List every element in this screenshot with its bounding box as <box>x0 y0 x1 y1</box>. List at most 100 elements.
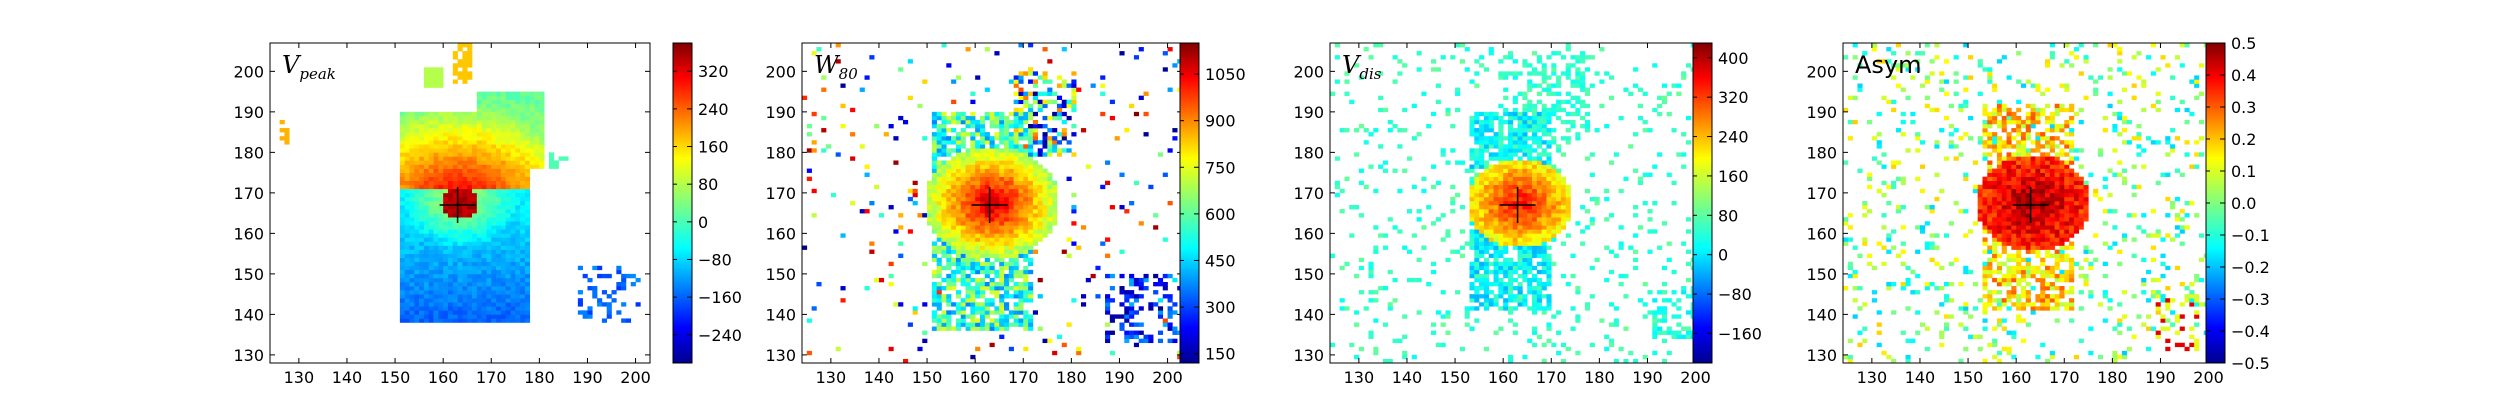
heatmap-cell <box>529 95 535 101</box>
heatmap-cell <box>1474 176 1480 182</box>
heatmap-cell <box>989 196 995 202</box>
heatmap-cell <box>1061 119 1067 125</box>
heatmap-cell <box>1013 322 1019 327</box>
heatmap-cell <box>1512 265 1518 271</box>
heatmap-cell <box>1474 83 1480 88</box>
heatmap-cell <box>1565 205 1571 210</box>
heatmap-cell <box>1589 217 1595 222</box>
heatmap-cell <box>452 314 458 319</box>
heatmap-cell <box>1056 83 1063 88</box>
heatmap-cell <box>1584 67 1591 72</box>
heatmap-cell <box>965 124 971 129</box>
heatmap-cell <box>423 217 430 222</box>
heatmap-cell <box>1450 184 1456 190</box>
heatmap-cell <box>1133 281 1140 287</box>
heatmap-cell <box>1556 51 1562 56</box>
heatmap-cell <box>1464 241 1470 246</box>
heatmap-cell <box>520 245 526 250</box>
heatmap-cell <box>1474 241 1480 246</box>
heatmap-cell <box>1556 79 1562 84</box>
heatmap-cell <box>1004 172 1010 177</box>
heatmap-cell <box>965 233 971 238</box>
heatmap-cell <box>457 217 463 222</box>
heatmap-cell <box>1522 294 1528 299</box>
heatmap-cell <box>1637 115 1643 121</box>
heatmap-cell <box>505 294 511 299</box>
heatmap-cell <box>1556 196 1562 202</box>
heatmap-cell <box>443 237 449 242</box>
heatmap-cell <box>1570 111 1576 117</box>
heatmap-cell <box>1618 273 1624 279</box>
heatmap-cell <box>1373 225 1379 230</box>
heatmap-cell <box>423 136 430 141</box>
heatmap-cell <box>1023 128 1029 133</box>
heatmap-cell <box>505 196 511 202</box>
heatmap-cell <box>476 281 482 287</box>
heatmap-cell <box>462 196 468 202</box>
heatmap-cell <box>1488 225 1494 230</box>
heatmap-cell <box>443 188 449 194</box>
heatmap-cell <box>496 144 502 149</box>
heatmap-cell <box>946 196 952 202</box>
heatmap-cell <box>806 318 812 323</box>
heatmap-cell <box>476 156 482 161</box>
heatmap-cell <box>811 213 817 218</box>
heatmap-cell <box>1004 119 1010 125</box>
heatmap-cell <box>1363 306 1369 311</box>
heatmap-cell <box>515 140 521 145</box>
heatmap-cell <box>409 119 415 125</box>
heatmap-cell <box>515 233 521 238</box>
heatmap-cell <box>927 192 933 198</box>
heatmap-cell <box>1047 79 1053 84</box>
heatmap-cell <box>811 140 817 145</box>
heatmap-cell <box>524 290 531 295</box>
heatmap-cell <box>457 233 463 238</box>
heatmap-cell <box>428 269 434 275</box>
heatmap-cell <box>510 221 516 226</box>
heatmap-cell <box>821 148 827 153</box>
heatmap-cell <box>1138 322 1144 327</box>
heatmap-cell <box>1507 286 1514 291</box>
heatmap-cell <box>1052 140 1058 145</box>
heatmap-cell <box>467 63 473 68</box>
heatmap-cell <box>505 237 511 242</box>
heatmap-cell <box>999 286 1005 291</box>
heatmap-cell <box>1532 119 1538 125</box>
heatmap-cell <box>1431 269 1437 275</box>
heatmap-cell <box>1551 342 1557 348</box>
heatmap-cell <box>467 241 473 246</box>
heatmap-cell <box>510 156 516 161</box>
heatmap-cell <box>1527 188 1533 194</box>
heatmap-cell <box>1032 188 1038 194</box>
heatmap-cell <box>1008 176 1014 182</box>
heatmap-cell <box>409 273 415 279</box>
heatmap-cell <box>1671 290 1677 295</box>
heatmap-cell <box>936 261 942 267</box>
heatmap-cell <box>1037 107 1043 113</box>
heatmap-cell <box>970 269 976 275</box>
heatmap-cell <box>1657 326 1663 331</box>
heatmap-cell <box>515 241 521 246</box>
heatmap-cell <box>496 318 502 323</box>
heatmap-cell <box>1469 164 1475 169</box>
heatmap-cell <box>1469 184 1475 190</box>
heatmap-cell <box>452 188 458 194</box>
heatmap-cell <box>409 294 415 299</box>
heatmap-cell <box>496 237 502 242</box>
heatmap-cell <box>1008 237 1014 242</box>
heatmap-cell <box>452 245 458 250</box>
heatmap-cell <box>428 205 434 210</box>
heatmap-cell <box>529 164 535 169</box>
heatmap-cell <box>476 306 482 311</box>
heatmap-cell <box>951 213 957 218</box>
heatmap-cell <box>1652 326 1658 331</box>
heatmap-cell <box>1474 132 1480 137</box>
heatmap-cell <box>946 298 952 303</box>
heatmap-cell <box>1488 298 1494 303</box>
heatmap-cell <box>428 213 434 218</box>
heatmap-cell <box>520 302 526 307</box>
heatmap-cell <box>428 265 434 271</box>
heatmap-cell <box>438 221 444 226</box>
heatmap-cell <box>467 160 473 165</box>
heatmap-cell <box>1522 172 1528 177</box>
